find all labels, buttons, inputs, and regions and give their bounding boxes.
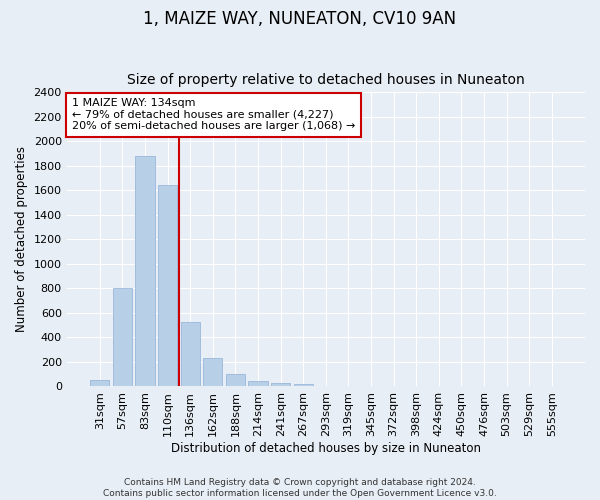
Bar	[226, 374, 245, 386]
Title: Size of property relative to detached houses in Nuneaton: Size of property relative to detached ho…	[127, 73, 525, 87]
Bar	[90, 380, 109, 386]
Text: Contains HM Land Registry data © Crown copyright and database right 2024.
Contai: Contains HM Land Registry data © Crown c…	[103, 478, 497, 498]
Bar	[293, 384, 313, 386]
X-axis label: Distribution of detached houses by size in Nuneaton: Distribution of detached houses by size …	[171, 442, 481, 455]
Bar	[248, 380, 268, 386]
Bar	[271, 383, 290, 386]
Bar	[203, 358, 223, 386]
Text: 1, MAIZE WAY, NUNEATON, CV10 9AN: 1, MAIZE WAY, NUNEATON, CV10 9AN	[143, 10, 457, 28]
Bar	[113, 288, 132, 386]
Y-axis label: Number of detached properties: Number of detached properties	[15, 146, 28, 332]
Bar	[136, 156, 155, 386]
Bar	[181, 322, 200, 386]
Text: 1 MAIZE WAY: 134sqm
← 79% of detached houses are smaller (4,227)
20% of semi-det: 1 MAIZE WAY: 134sqm ← 79% of detached ho…	[72, 98, 355, 132]
Bar	[158, 185, 177, 386]
